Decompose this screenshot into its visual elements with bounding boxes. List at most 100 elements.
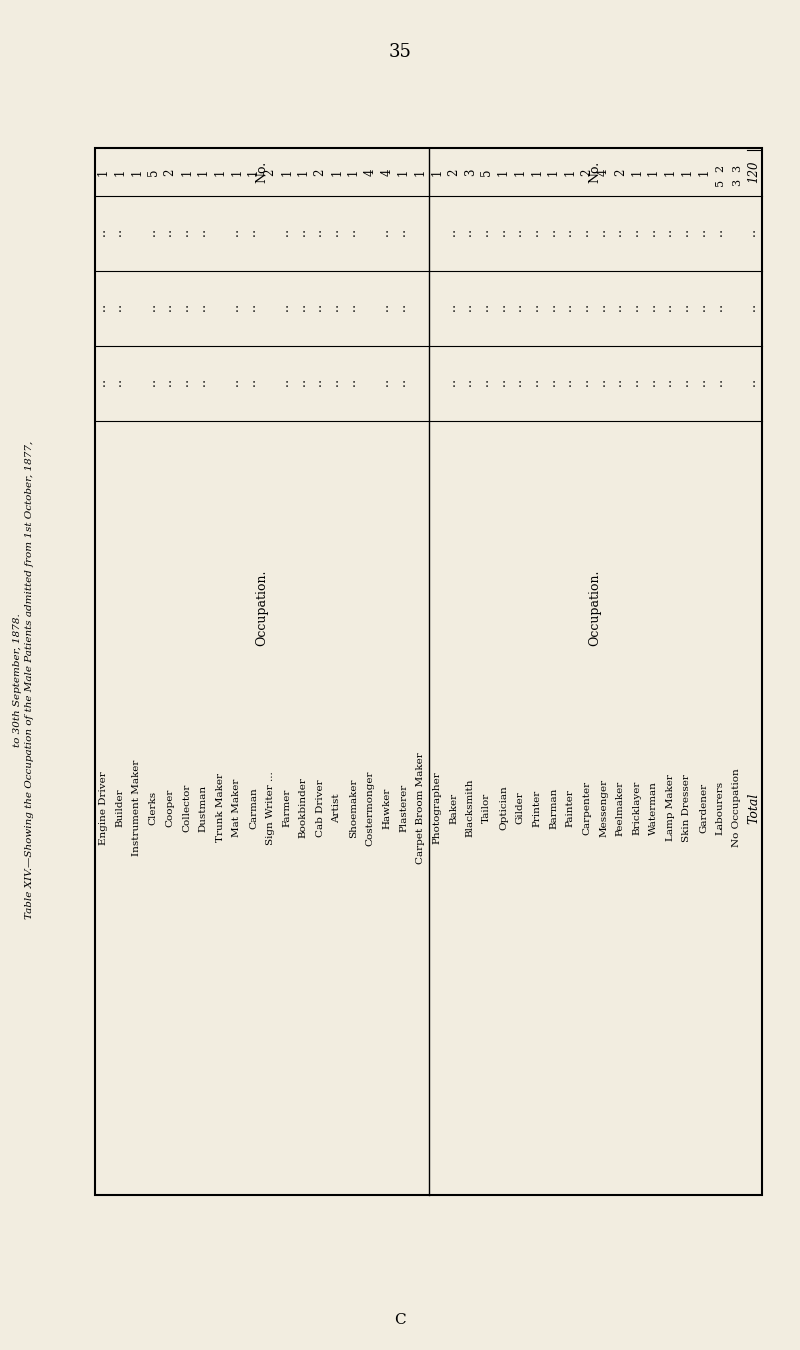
- Text: :: :: [602, 302, 606, 315]
- Text: :: :: [518, 302, 522, 315]
- Text: Bookbinder: Bookbinder: [299, 778, 308, 838]
- Text: 2: 2: [314, 169, 326, 176]
- Text: 4: 4: [597, 169, 610, 176]
- Text: :: :: [234, 227, 239, 240]
- Text: :: :: [685, 227, 689, 240]
- Text: Barman: Barman: [549, 787, 558, 829]
- Text: Blacksmith: Blacksmith: [466, 779, 474, 837]
- Text: :: :: [285, 377, 289, 390]
- Text: :: :: [118, 227, 122, 240]
- Text: to 30th September, 1878.: to 30th September, 1878.: [14, 613, 22, 747]
- Text: 1: 1: [347, 169, 360, 176]
- Text: Cab Driver: Cab Driver: [316, 779, 325, 837]
- Text: :: :: [468, 377, 472, 390]
- Text: :: :: [585, 227, 589, 240]
- Text: :: :: [535, 227, 539, 240]
- Text: :: :: [168, 302, 172, 315]
- Text: :: :: [468, 227, 472, 240]
- Text: :: :: [168, 227, 172, 240]
- Text: 1: 1: [397, 169, 410, 176]
- Text: :: :: [318, 302, 322, 315]
- Text: :: :: [668, 227, 672, 240]
- Text: 1: 1: [514, 169, 526, 176]
- Text: 1: 1: [497, 169, 510, 176]
- Text: :: :: [551, 227, 556, 240]
- Text: :: :: [451, 227, 455, 240]
- Text: Labourers: Labourers: [716, 780, 725, 836]
- Text: :: :: [118, 377, 122, 390]
- Text: Engine Driver: Engine Driver: [99, 771, 108, 845]
- Text: Occupation.: Occupation.: [255, 570, 268, 647]
- Text: :: :: [185, 302, 189, 315]
- Text: :: :: [202, 227, 206, 240]
- Text: :: :: [635, 227, 639, 240]
- Text: Optician: Optician: [499, 786, 508, 830]
- Text: 4: 4: [380, 169, 394, 176]
- Text: 1: 1: [647, 169, 660, 176]
- Text: :: :: [718, 377, 722, 390]
- Text: :: :: [718, 227, 722, 240]
- Text: 1: 1: [180, 169, 194, 176]
- Text: :: :: [635, 302, 639, 315]
- Text: Table XIV.—Showing the Occupation of the Male Patients admitted from 1st October: Table XIV.—Showing the Occupation of the…: [26, 441, 34, 919]
- Text: :: :: [351, 377, 355, 390]
- Text: 1: 1: [297, 169, 310, 176]
- Text: 1: 1: [664, 169, 677, 176]
- Text: :: :: [334, 302, 339, 315]
- Text: :: :: [318, 377, 322, 390]
- Text: :: :: [551, 302, 556, 315]
- Text: 1: 1: [197, 169, 210, 176]
- Text: 3: 3: [464, 169, 477, 176]
- Text: :: :: [334, 377, 339, 390]
- Text: Costermonger: Costermonger: [366, 771, 374, 845]
- Text: :: :: [618, 227, 622, 240]
- Text: 35: 35: [389, 43, 411, 61]
- Text: :: :: [302, 227, 306, 240]
- Text: :: :: [518, 377, 522, 390]
- Text: :: :: [535, 302, 539, 315]
- Text: :: :: [102, 377, 106, 390]
- Text: :: :: [302, 302, 306, 315]
- Text: Messenger: Messenger: [599, 779, 608, 837]
- Text: :: :: [502, 227, 506, 240]
- Text: 5: 5: [480, 169, 494, 176]
- Text: :: :: [535, 377, 539, 390]
- Text: Mat Maker: Mat Maker: [232, 779, 242, 837]
- Text: 1: 1: [414, 169, 426, 176]
- Text: :: :: [251, 377, 255, 390]
- Text: 1: 1: [630, 169, 643, 176]
- Text: No Occupation: No Occupation: [733, 768, 742, 848]
- Text: :: :: [302, 377, 306, 390]
- Text: Occupation.: Occupation.: [589, 570, 602, 647]
- Text: :: :: [334, 227, 339, 240]
- Text: 1: 1: [247, 169, 260, 176]
- Text: :: :: [702, 377, 706, 390]
- Text: 1: 1: [330, 169, 343, 176]
- Text: 1: 1: [564, 169, 577, 176]
- Text: C: C: [394, 1314, 406, 1327]
- Text: 1: 1: [230, 169, 243, 176]
- Text: :: :: [402, 377, 406, 390]
- Text: :: :: [568, 227, 572, 240]
- Text: :: :: [118, 302, 122, 315]
- Text: Lamp Maker: Lamp Maker: [666, 775, 674, 841]
- Text: :: :: [602, 377, 606, 390]
- Text: 1: 1: [697, 169, 710, 176]
- Text: :: :: [568, 377, 572, 390]
- Text: :: :: [502, 377, 506, 390]
- Text: 4: 4: [364, 169, 377, 176]
- Text: Carpet Broom Maker: Carpet Broom Maker: [416, 752, 425, 864]
- Text: :: :: [285, 227, 289, 240]
- Text: 2: 2: [614, 169, 626, 176]
- Text: :: :: [485, 302, 489, 315]
- Text: Builder: Builder: [115, 788, 125, 828]
- Text: :: :: [718, 302, 722, 315]
- Text: 1: 1: [547, 169, 560, 176]
- Text: :: :: [568, 302, 572, 315]
- Text: :: :: [168, 377, 172, 390]
- Text: :: :: [602, 227, 606, 240]
- Text: :: :: [251, 227, 255, 240]
- Text: :: :: [651, 227, 656, 240]
- Text: Carman: Carman: [249, 787, 258, 829]
- Text: :: :: [234, 302, 239, 315]
